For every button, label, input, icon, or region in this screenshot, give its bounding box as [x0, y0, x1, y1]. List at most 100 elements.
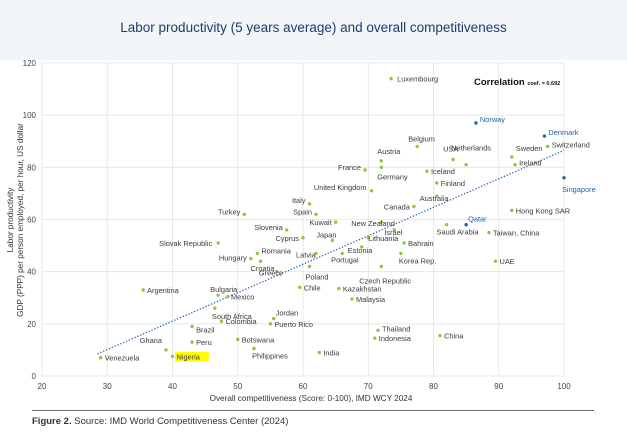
y-tick-label: 20 [27, 320, 36, 329]
title-banner [0, 0, 627, 60]
data-point [366, 236, 370, 240]
data-point [415, 144, 419, 149]
data-point [562, 176, 566, 180]
point-label: Latvia [296, 250, 317, 259]
point-label: China [444, 332, 464, 341]
y-tick-label: 80 [27, 163, 36, 172]
data-point [379, 165, 383, 170]
point-label: Australia [420, 194, 450, 203]
data-point [425, 169, 429, 173]
point-label: Finland [441, 179, 465, 188]
data-point [392, 228, 397, 232]
point-label: Bulgaria [210, 285, 238, 294]
point-label: Saudi Arabia [437, 228, 480, 237]
data-point [510, 208, 514, 213]
data-point [170, 354, 175, 359]
data-point [464, 223, 468, 227]
chart-title: Labor productivity (5 years average) and… [120, 20, 507, 35]
data-point [451, 157, 455, 162]
point-label: Hungary [219, 254, 247, 263]
point-label: Italy [292, 196, 306, 205]
x-tick-label: 70 [364, 382, 373, 391]
point-label: Taiwan, China [493, 229, 540, 238]
data-point [513, 163, 517, 167]
y-tick-label: 40 [27, 268, 36, 277]
point-label: Botswana [242, 335, 275, 344]
point-label: Kuwait [309, 218, 331, 227]
point-label: Cyprus [276, 234, 300, 243]
correlation-coefficient: coef. = 0.692 [527, 81, 561, 87]
point-label: Japan [316, 230, 336, 239]
caption-figure-number: Figure 2. [32, 416, 72, 427]
data-point [249, 256, 253, 261]
data-point [363, 168, 367, 172]
data-point [333, 220, 338, 224]
data-point [474, 121, 478, 125]
data-point [190, 340, 194, 344]
point-label: Kazakhstan [343, 285, 382, 294]
point-label: Germany [377, 172, 408, 181]
data-point [379, 159, 383, 163]
data-point [99, 356, 103, 360]
data-point [542, 134, 547, 138]
data-point [307, 202, 312, 206]
data-point [399, 251, 403, 256]
data-point [444, 223, 449, 227]
data-point [389, 76, 393, 81]
data-point [379, 264, 383, 269]
data-point [141, 288, 145, 292]
point-label: Belgium [408, 134, 435, 143]
y-tick-label: 120 [23, 59, 37, 68]
y-axis-label-prefix: Labor productivity [6, 187, 15, 253]
data-point [379, 220, 383, 224]
point-label: United Kingdom [314, 183, 367, 192]
data-point [219, 319, 224, 323]
point-label: Brazil [196, 325, 215, 334]
data-point [307, 264, 312, 269]
point-label: Ghana [140, 336, 163, 345]
x-tick-label: 50 [233, 382, 242, 391]
data-points: Luxembourg Norway Denmark Switzerland Belgiu… [99, 75, 596, 363]
data-point [255, 251, 260, 256]
point-label: Austria [377, 147, 401, 156]
data-point [252, 346, 256, 351]
point-label: Estonia [348, 246, 374, 255]
data-point [412, 204, 416, 209]
data-point [284, 228, 289, 232]
point-label: Puerto Rico [274, 320, 313, 329]
data-point [376, 328, 380, 333]
x-tick-label: 40 [168, 382, 177, 391]
y-axis-label: GDP (PPP) per person employed, per hour,… [16, 123, 25, 317]
data-point [242, 212, 246, 216]
point-label: New Zealand [351, 219, 395, 228]
point-label: Slovak Republic [159, 239, 212, 248]
point-label: Greece [259, 269, 283, 278]
data-point [435, 181, 439, 185]
x-tick-label: 30 [103, 382, 112, 391]
point-label: Thailand [382, 324, 410, 333]
grid [41, 62, 565, 377]
point-label: Hong Kong SAR [516, 206, 570, 215]
point-label: Czech Republic [359, 276, 411, 285]
point-label: Colombia [225, 317, 257, 326]
caption-source: Source: IMD World Competitiveness Center… [71, 416, 289, 427]
data-point [435, 194, 439, 198]
data-point [314, 251, 318, 256]
point-label: Lithuania [368, 234, 399, 243]
point-label: Philippines [252, 352, 288, 361]
point-label: Romania [261, 246, 291, 255]
point-label: Denmark [548, 128, 578, 137]
figure-caption: Figure 2. Source: IMD World Competitiven… [32, 416, 288, 427]
point-label: Indonesia [379, 334, 412, 343]
x-tick-label: 20 [38, 382, 47, 391]
correlation-annotation: Correlation coef. = 0.692 [474, 77, 560, 88]
point-label: Korea Rep. [399, 256, 436, 265]
point-label: Qatar [468, 215, 487, 224]
point-label: Iceland [431, 167, 455, 176]
data-point [298, 285, 302, 290]
point-label: Malaysia [356, 295, 386, 304]
point-label: Luxembourg [397, 75, 438, 84]
y-tick-label: 0 [32, 372, 37, 381]
point-label: Slovenia [254, 223, 283, 232]
data-point [545, 144, 550, 149]
